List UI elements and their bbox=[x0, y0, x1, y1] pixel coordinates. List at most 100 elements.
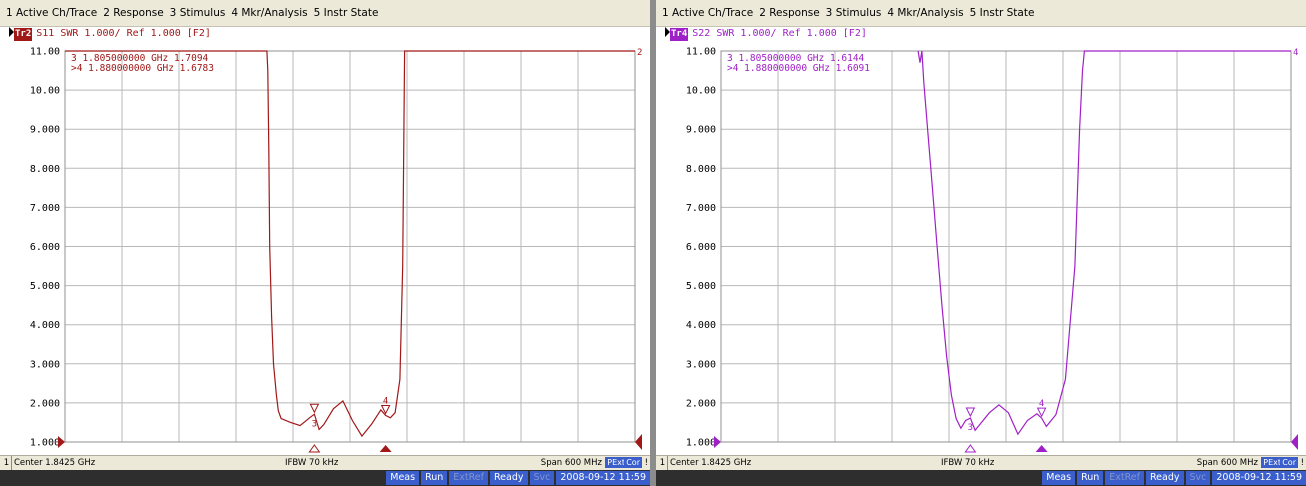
y-tick-label: 3.000 bbox=[30, 359, 60, 370]
y-tick-label: 8.000 bbox=[686, 164, 716, 175]
menu-mkr-analysis[interactable]: 4 Mkr/Analysis bbox=[887, 7, 964, 19]
pext-badge: PExt bbox=[1261, 457, 1283, 468]
trace-s11 bbox=[65, 50, 635, 438]
active-trace-arrow-icon bbox=[9, 27, 14, 37]
trace-label[interactable]: S11 SWR 1.000/ Ref 1.000 [F2] bbox=[36, 28, 211, 39]
y-tick-label: 9.000 bbox=[30, 125, 60, 136]
date-time: 2008-09-12 11:59 bbox=[1212, 471, 1306, 485]
trace-status-line: Tr4 S22 SWR 1.000/ Ref 1.000 [F2] bbox=[656, 27, 1306, 41]
stimulus-marker-3-icon bbox=[308, 444, 321, 453]
y-tick-label: 5.000 bbox=[30, 281, 60, 292]
menu-stimulus[interactable]: 3 Stimulus bbox=[825, 7, 882, 19]
grid bbox=[64, 50, 636, 443]
marker-4-label: 4 bbox=[1039, 399, 1044, 409]
channel-status-bar: 1 Center 1.8425 GHz IFBW 70 kHz Span 600… bbox=[656, 455, 1306, 470]
date-time: 2008-09-12 11:59 bbox=[556, 471, 650, 485]
y-tick-label: 4.000 bbox=[30, 320, 60, 331]
stimulus-marker-3-icon bbox=[964, 444, 977, 453]
center-frequency[interactable]: Center 1.8425 GHz bbox=[14, 458, 96, 468]
ifbw-value[interactable]: IFBW 70 kHz bbox=[285, 458, 339, 468]
menu-stimulus[interactable]: 3 Stimulus bbox=[169, 7, 226, 19]
marker-readout-line: 3 1.805000000 GHz 1.6144 bbox=[727, 53, 865, 64]
y-tick-label: 10.00 bbox=[686, 86, 716, 97]
swr-chart[interactable]: 11.00 10.00 9.000 8.000 7.000 6.000 5.000 4.000… bbox=[656, 40, 1306, 454]
reference-left-arrow-icon bbox=[58, 436, 65, 448]
warning-mark: ! bbox=[644, 458, 648, 468]
channel-status-bar: 1 Center 1.8425 GHz IFBW 70 kHz Span 600… bbox=[0, 455, 650, 470]
marker-4-label: 4 bbox=[383, 396, 388, 406]
extref-indicator: ExtRef bbox=[1105, 471, 1144, 485]
ready-indicator: Ready bbox=[490, 471, 528, 485]
marker-readout-line: >4 1.880000000 GHz 1.6783 bbox=[71, 63, 214, 74]
softkey-menu-bar: 1 Active Ch/Trace 2 Response 3 Stimulus 4 M… bbox=[0, 0, 650, 27]
y-tick-label: 8.000 bbox=[30, 164, 60, 175]
menu-active-ch-trace[interactable]: 1 Active Ch/Trace bbox=[6, 7, 98, 19]
grid bbox=[720, 50, 1292, 443]
stimulus-marker-4-icon bbox=[379, 445, 392, 452]
marker-readout-line: >4 1.880000000 GHz 1.6091 bbox=[727, 63, 870, 74]
menu-instr-state[interactable]: 5 Instr State bbox=[313, 7, 379, 19]
meas-indicator: Meas bbox=[1042, 471, 1076, 485]
plot-frame bbox=[720, 50, 1292, 443]
ready-indicator: Ready bbox=[1146, 471, 1184, 485]
menu-instr-state[interactable]: 5 Instr State bbox=[969, 7, 1035, 19]
stimulus-marker-4-icon bbox=[1035, 445, 1048, 452]
run-indicator: Run bbox=[1077, 471, 1104, 485]
center-frequency[interactable]: Center 1.8425 GHz bbox=[670, 458, 752, 468]
y-tick-label: 1.000 bbox=[686, 438, 716, 449]
plot-area[interactable]: 11.00 10.00 9.000 8.000 7.000 6.000 5.000 4.000… bbox=[656, 40, 1306, 454]
warning-mark: ! bbox=[1300, 458, 1304, 468]
y-tick-label: 11.00 bbox=[30, 47, 60, 58]
menu-active-ch-trace[interactable]: 1 Active Ch/Trace bbox=[662, 7, 754, 19]
meas-indicator: Meas bbox=[386, 471, 420, 485]
instrument-status-bar: Meas Run ExtRef Ready Svc 2008-09-12 11:59 bbox=[656, 470, 1306, 486]
marker-4-triangle-icon bbox=[1036, 407, 1047, 418]
marker-3-triangle-icon bbox=[309, 403, 320, 414]
y-tick-label: 10.00 bbox=[30, 86, 60, 97]
extref-indicator: ExtRef bbox=[449, 471, 488, 485]
pext-badge: PExt bbox=[605, 457, 627, 468]
channel-number: 1 bbox=[658, 456, 668, 470]
span-value[interactable]: Span 600 MHz bbox=[1196, 458, 1258, 468]
plot-area[interactable]: 11.00 10.00 9.000 8.000 7.000 6.000 5.000 4.000… bbox=[0, 40, 650, 454]
svc-indicator: Svc bbox=[1185, 471, 1211, 485]
menu-response[interactable]: 2 Response bbox=[759, 7, 820, 19]
y-tick-label: 2.000 bbox=[30, 398, 60, 409]
y-tick-label: 7.000 bbox=[686, 203, 716, 214]
trace-end-label: 4 bbox=[1293, 48, 1298, 58]
y-tick-label: 6.000 bbox=[686, 242, 716, 253]
marker-3-label: 3 bbox=[968, 423, 973, 433]
y-tick-label: 1.000 bbox=[30, 438, 60, 449]
svc-indicator: Svc bbox=[529, 471, 555, 485]
reference-right-arrow-icon bbox=[1291, 434, 1298, 450]
menu-mkr-analysis[interactable]: 4 Mkr/Analysis bbox=[231, 7, 308, 19]
marker-4-triangle-icon bbox=[380, 404, 391, 415]
y-tick-label: 5.000 bbox=[686, 281, 716, 292]
y-tick-label: 7.000 bbox=[30, 203, 60, 214]
menu-response[interactable]: 2 Response bbox=[103, 7, 164, 19]
swr-chart[interactable]: 11.00 10.00 9.000 8.000 7.000 6.000 5.000 4.000… bbox=[0, 40, 650, 454]
run-indicator: Run bbox=[421, 471, 448, 485]
marker-3-label: 3 bbox=[312, 419, 317, 429]
reference-right-arrow-icon bbox=[635, 434, 642, 450]
y-tick-label: 3.000 bbox=[686, 359, 716, 370]
y-tick-label: 6.000 bbox=[30, 242, 60, 253]
instrument-status-bar: Meas Run ExtRef Ready Svc 2008-09-12 11:59 bbox=[0, 470, 650, 486]
window-divider[interactable] bbox=[650, 0, 656, 486]
channel-window-2[interactable]: 1 Active Ch/Trace 2 Response 3 Stimulus 4 M… bbox=[656, 0, 1306, 486]
span-value[interactable]: Span 600 MHz bbox=[540, 458, 602, 468]
y-tick-label: 9.000 bbox=[686, 125, 716, 136]
channel-window-1[interactable]: 1 Active Ch/Trace 2 Response 3 Stimulus 4 M… bbox=[0, 0, 650, 486]
marker-readout-line: 3 1.805000000 GHz 1.7094 bbox=[71, 53, 209, 64]
cor-badge: Cor bbox=[624, 457, 642, 468]
trace-status-line: Tr2 S11 SWR 1.000/ Ref 1.000 [F2] bbox=[0, 27, 650, 41]
trace-badge[interactable]: Tr4 bbox=[670, 28, 689, 41]
trace-end-label: 2 bbox=[637, 48, 642, 58]
y-tick-label: 4.000 bbox=[686, 320, 716, 331]
trace-badge[interactable]: Tr2 bbox=[14, 28, 33, 41]
trace-label[interactable]: S22 SWR 1.000/ Ref 1.000 [F2] bbox=[692, 28, 867, 39]
reference-left-arrow-icon bbox=[714, 436, 721, 448]
active-trace-arrow-icon bbox=[665, 27, 670, 37]
ifbw-value[interactable]: IFBW 70 kHz bbox=[941, 458, 995, 468]
marker-3-triangle-icon bbox=[965, 407, 976, 418]
